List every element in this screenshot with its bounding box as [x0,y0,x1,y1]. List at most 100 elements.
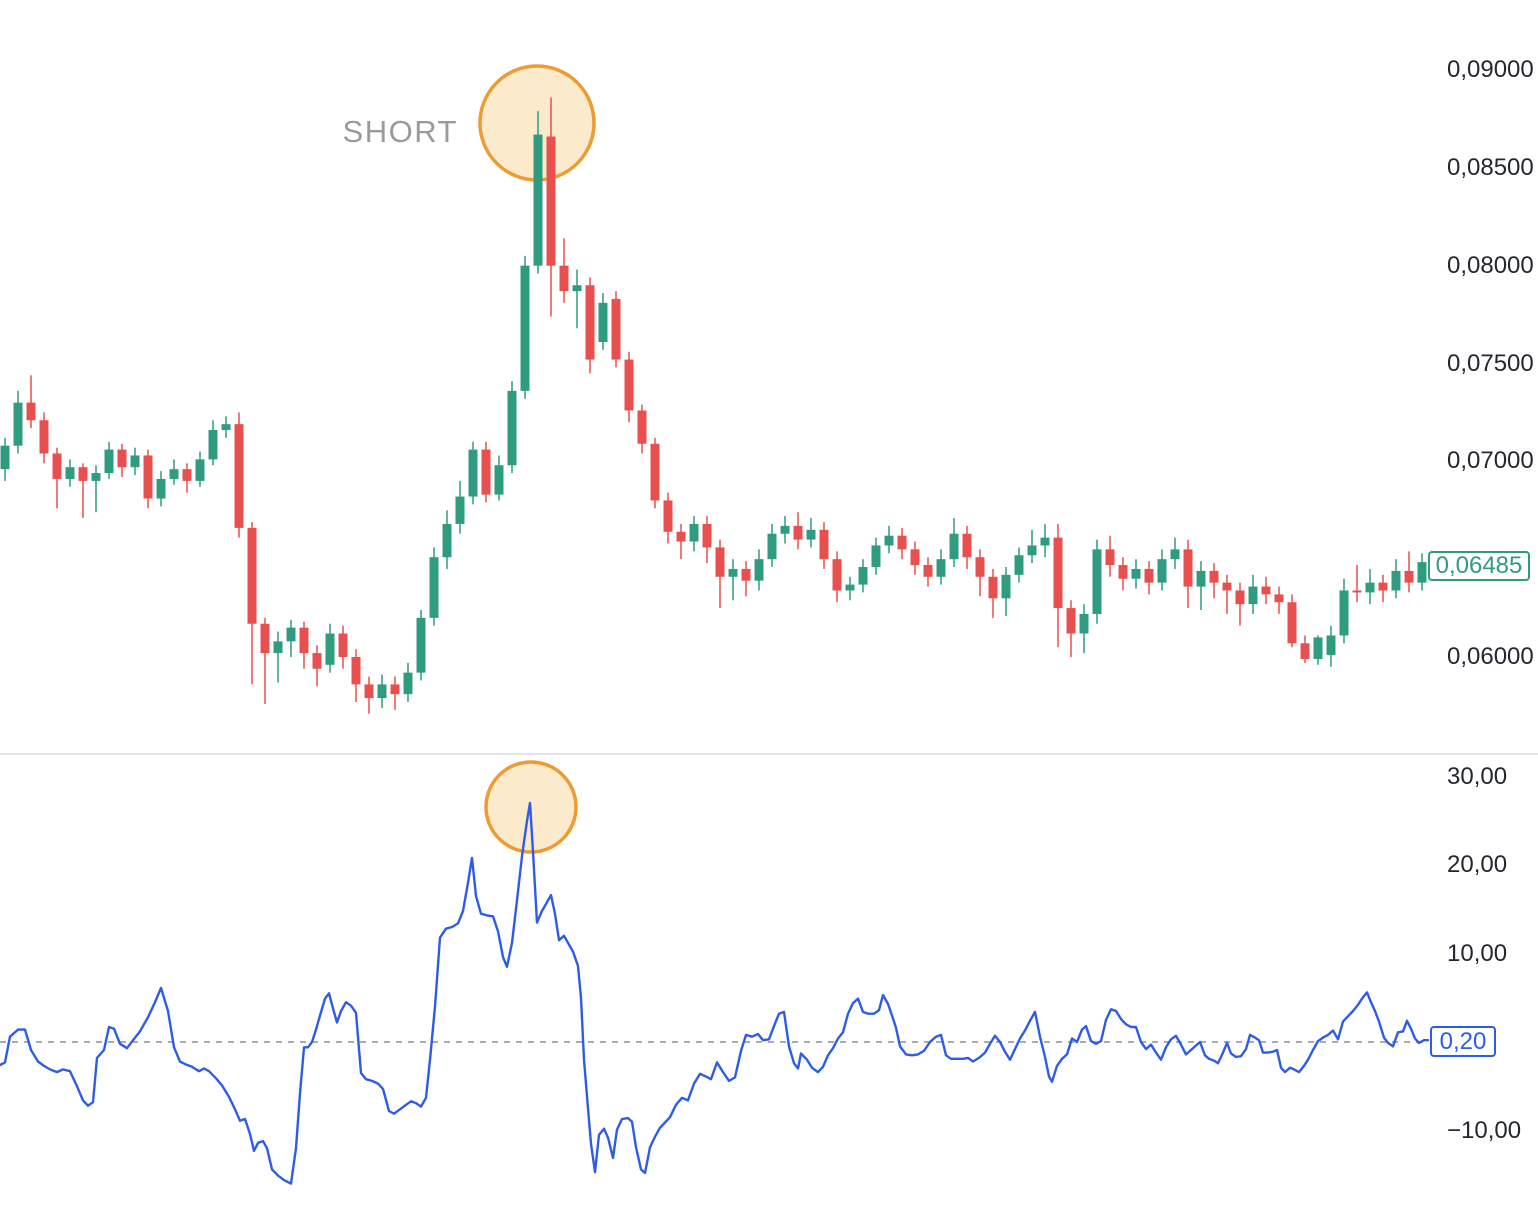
candle-down [364,684,374,699]
candle-down [897,535,907,550]
candle-down [637,410,647,444]
candle-up [169,469,179,479]
candle-up [286,627,296,642]
candle-down [975,557,985,577]
candle-down [819,529,829,560]
candle-down [234,424,244,528]
candle-down [78,467,88,481]
candle-down [624,359,634,411]
candle-up [91,473,101,481]
candle-down [715,547,725,577]
candle-down [1118,565,1128,579]
candle-up [884,535,894,546]
candle-down [650,443,660,501]
candle-up [689,523,699,542]
price-axis-tick: 0,08000 [1447,251,1534,279]
candle-up [273,641,283,654]
candle-up [949,533,959,560]
candle-down [611,298,621,360]
current-price-value: 0,06485 [1435,552,1523,579]
candle-up [195,459,205,481]
candle-up [858,566,868,585]
candle-down [793,525,803,540]
candle-down [1222,582,1232,591]
candle-up [468,449,478,497]
candle-up [845,584,855,591]
candle-up [156,478,166,499]
candle-down [546,136,556,266]
candle-down [923,565,933,577]
candle-down [1378,582,1388,591]
candle-up [520,265,530,391]
candle-down [26,402,36,421]
candle-down [988,576,998,599]
candle-up [1079,613,1089,634]
candle-down [182,469,192,481]
candle-up [1092,549,1102,614]
candle-down [585,285,595,360]
candle-down [1352,590,1362,593]
candle-up [598,302,608,342]
price-axis-tick: 0,07500 [1447,349,1534,377]
candle-up [1196,570,1206,587]
candle-up [1248,586,1258,605]
candle-down [910,549,920,566]
candle-down [481,449,491,495]
candle-up [1040,537,1050,546]
candle-up [0,445,10,470]
candle-down [1105,549,1115,566]
candle-up [1326,635,1336,656]
candle-up [416,617,426,673]
candle-down [559,265,569,292]
candle-up [442,523,452,558]
candle-up [728,568,738,577]
candle-down [39,420,49,454]
candle-up [65,467,75,479]
candle-up [130,455,140,468]
candle-down [1209,570,1219,583]
candle-down [390,684,400,695]
candle-down [663,500,673,532]
candle-up [377,684,387,699]
indicator-axis-tick: 30,00 [1447,762,1508,790]
candle-down [1300,643,1310,659]
candle-down [1053,537,1063,609]
candle-down [1183,549,1193,587]
candle-up [208,430,218,460]
candle-up [1313,637,1323,659]
candle-up [1014,555,1024,575]
candle-down [351,657,361,685]
candle-up [494,465,504,495]
candle-up [754,559,764,581]
candle-up [325,633,335,665]
candle-up [1417,562,1427,583]
candle-up [572,285,582,292]
candle-up [221,424,231,431]
indicator-axis-tick: 20,00 [1447,851,1508,878]
candle-down [962,533,972,558]
candle-up [13,402,23,446]
candle-down [832,559,842,591]
candle-up [871,545,881,567]
candle-down [676,531,686,542]
candle-up [1001,574,1011,599]
price-axis-tick: 0,09000 [1447,56,1534,83]
candle-down [702,523,712,548]
candle-down [1235,590,1245,605]
candle-down [338,633,348,658]
candle-down [1261,586,1271,595]
indicator-value-label: 0,20 [1430,1026,1496,1057]
candle-down [1274,594,1284,603]
candle-down [52,453,62,479]
candle-up [507,390,517,466]
candle-down [299,627,309,654]
candle-down [1144,568,1154,583]
candle-up [104,449,114,474]
candle-up [1157,559,1167,583]
candle-up [767,533,777,560]
candle-up [1339,590,1349,636]
candle-down [1287,602,1297,644]
indicator-current-value: 0,20 [1439,1027,1487,1055]
